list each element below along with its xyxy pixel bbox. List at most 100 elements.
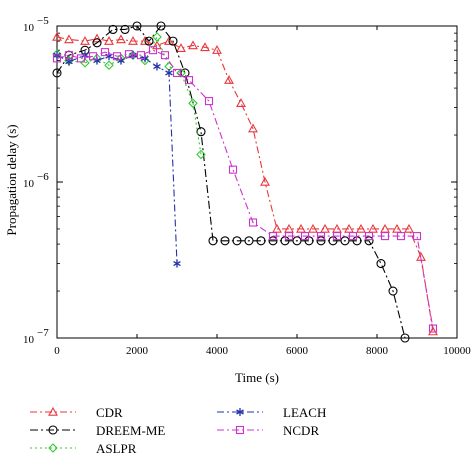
- x-axis-label: Time (s): [235, 370, 279, 385]
- series-point: [124, 50, 134, 59]
- legend-marker: [48, 443, 58, 453]
- series-point: [196, 149, 206, 160]
- series-point: [348, 232, 358, 241]
- series-point: [168, 36, 178, 46]
- svg-text:−5: −5: [37, 15, 49, 27]
- series-point: [64, 51, 74, 60]
- series-point: [224, 74, 234, 84]
- series-point: [92, 33, 102, 43]
- svg-text:10: 10: [23, 334, 35, 346]
- series-point: [132, 21, 142, 31]
- legend-label: LEACH: [283, 405, 326, 420]
- series-point: [256, 236, 266, 246]
- series-leach: [53, 51, 181, 268]
- x-tick-label: 8000: [366, 345, 389, 357]
- series-group: [52, 21, 438, 343]
- series-point: [244, 236, 254, 246]
- series-point: [284, 232, 294, 241]
- series-point: [228, 165, 238, 174]
- series-point: [316, 232, 326, 241]
- x-tick-label: 6000: [286, 345, 309, 357]
- legend-marker: [48, 406, 58, 416]
- series-line: [56, 36, 434, 332]
- series-point: [164, 35, 174, 45]
- svg-text:10: 10: [23, 178, 35, 190]
- svg-text:10: 10: [23, 22, 35, 34]
- series-point: [156, 21, 166, 31]
- series-point: [412, 232, 422, 241]
- series-point: [404, 223, 414, 233]
- series-cdr: [52, 31, 438, 336]
- series-point: [364, 236, 374, 246]
- series-point: [76, 54, 86, 63]
- legend-entry: DREEM-ME: [30, 423, 165, 438]
- series-point: [104, 60, 114, 71]
- series-point: [248, 123, 258, 133]
- series-point: [428, 324, 438, 333]
- series-point: [153, 62, 161, 71]
- series-point: [236, 98, 246, 107]
- x-axis-ticks: 0 2000 4000 6000 8000 10000: [54, 26, 471, 357]
- series-point: [108, 24, 118, 35]
- series-point: [100, 48, 110, 57]
- series-point: [212, 45, 222, 54]
- y-tick-label: 10−7: [23, 327, 49, 346]
- series-point: [332, 223, 342, 233]
- legend-label: CDR: [96, 405, 123, 420]
- series-point: [176, 43, 186, 53]
- series-point: [184, 76, 194, 85]
- legend-label: DREEM-ME: [96, 423, 165, 438]
- series-point: [220, 236, 230, 246]
- series-point: [136, 51, 146, 60]
- series-point: [64, 34, 74, 44]
- series-point: [112, 52, 122, 61]
- series-point: [152, 32, 162, 42]
- series-point: [160, 51, 170, 60]
- series-point: [92, 38, 102, 48]
- y-tick-label: 10−6: [23, 171, 49, 190]
- series-point: [204, 97, 214, 106]
- legend-label: ASLPR: [96, 441, 137, 456]
- series-point: [173, 259, 181, 268]
- series-point: [104, 35, 114, 45]
- series-point: [148, 46, 158, 55]
- series-line: [56, 49, 434, 329]
- series-point: [52, 68, 62, 78]
- series-point: [300, 232, 310, 241]
- y-axis-label: Propagation delay (s): [4, 124, 19, 235]
- series-point: [116, 34, 126, 44]
- series-point: [292, 236, 302, 246]
- series-point: [364, 232, 374, 241]
- series-point: [128, 35, 138, 45]
- series-point: [268, 232, 278, 241]
- x-tick-label: 2000: [126, 345, 149, 357]
- legend-marker: [235, 425, 245, 435]
- series-point: [80, 35, 90, 45]
- series-point: [388, 286, 398, 296]
- series-point: [140, 35, 150, 45]
- series-point: [188, 40, 198, 50]
- svg-text:−6: −6: [37, 171, 49, 183]
- series-point: [172, 68, 182, 78]
- series-line: [56, 54, 178, 264]
- series-point: [144, 36, 154, 46]
- series-point: [392, 223, 402, 233]
- series-point: [120, 24, 130, 35]
- legend-marker: [48, 425, 58, 435]
- legend-label: NCDR: [283, 423, 319, 438]
- legend-entry: NCDR: [217, 423, 319, 438]
- legend-entry: CDR: [30, 405, 123, 420]
- series-point: [308, 223, 318, 233]
- series-point: [260, 176, 270, 186]
- y-axis-ticks: 10−510−610−7: [23, 15, 457, 346]
- series-point: [196, 127, 206, 137]
- series-point: [380, 232, 390, 241]
- series-ncdr: [52, 46, 438, 333]
- series-point: [165, 68, 173, 77]
- series-point: [400, 333, 410, 343]
- series-point: [232, 236, 242, 246]
- series-line: [56, 25, 406, 339]
- series-point: [428, 326, 438, 336]
- y-tick-label: 10−5: [23, 15, 49, 34]
